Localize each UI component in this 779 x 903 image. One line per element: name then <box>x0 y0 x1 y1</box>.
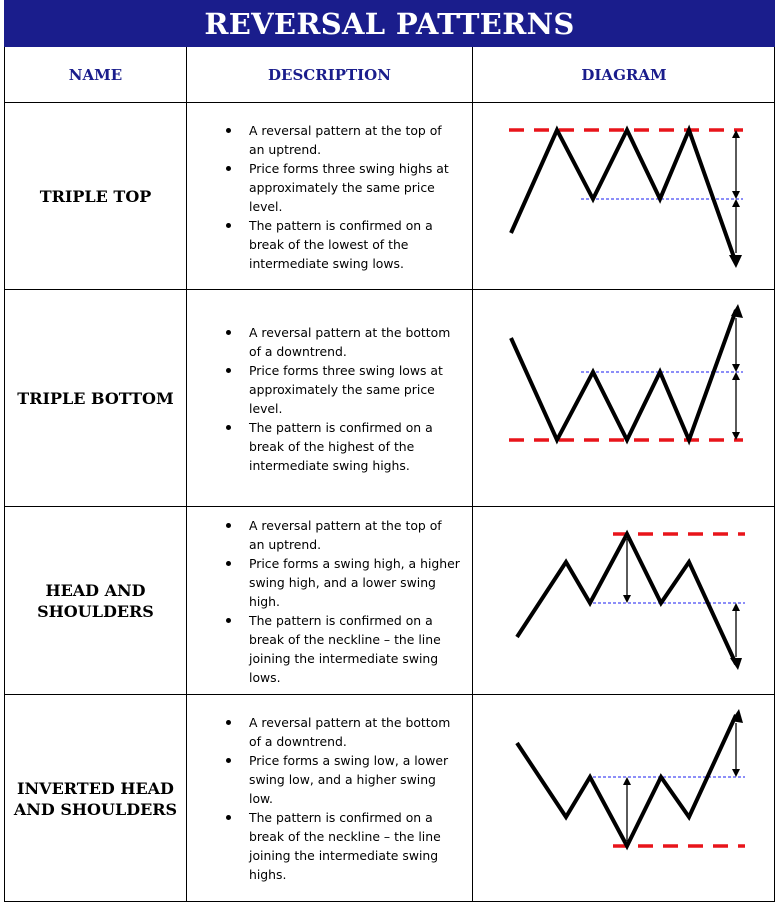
bullet-item: Price forms a swing high, a higher swing… <box>226 556 460 609</box>
price-arrowhead <box>731 709 743 723</box>
bullet-list: A reversal pattern at the bottom of a do… <box>187 323 472 475</box>
bullet-item: The pattern is confirmed on a break of t… <box>226 216 461 273</box>
pattern-name-triple-bottom: TRIPLE BOTTOM <box>5 290 186 506</box>
diagram-triple-top <box>473 103 775 289</box>
target-arrowhead <box>732 603 740 611</box>
triple-top-diagram-svg <box>509 124 743 268</box>
price-line <box>509 124 738 264</box>
pattern-name-label: INVERTED HEAD AND SHOULDERS <box>13 778 178 819</box>
measure-arrowhead <box>623 595 631 603</box>
pattern-name-label: TRIPLE TOP <box>39 186 152 206</box>
bullet-item: Price forms three swing highs at approxi… <box>226 159 461 216</box>
header-name-label: NAME <box>68 66 123 84</box>
measure-arrowhead <box>623 777 631 785</box>
price-arrowhead <box>729 255 742 268</box>
header-name: NAME <box>5 47 186 103</box>
pattern-description-triple-bottom: A reversal pattern at the bottom of a do… <box>187 323 472 475</box>
measure-arrowhead <box>732 130 740 138</box>
price-arrowhead <box>731 304 743 318</box>
pattern-name-inverted-head-and-shoulders: INVERTED HEAD AND SHOULDERS <box>5 695 186 902</box>
pattern-name-triple-top: TRIPLE TOP <box>5 103 186 289</box>
pattern-name-head-and-shoulders: HEAD AND SHOULDERS <box>5 507 186 694</box>
target-arrowhead <box>732 199 740 207</box>
row-divider <box>4 506 775 507</box>
triple-bottom-diagram-svg <box>509 304 743 446</box>
row-divider <box>4 694 775 695</box>
header-description-label: DESCRIPTION <box>268 66 391 84</box>
pattern-name-label: TRIPLE BOTTOM <box>17 388 174 408</box>
pattern-description-head-and-shoulders: A reversal pattern at the top of an uptr… <box>187 516 472 687</box>
diagram-inverted-head-and-shoulders <box>473 695 775 902</box>
bullet-item: A reversal pattern at the bottom of a do… <box>226 713 461 751</box>
bullet-list: A reversal pattern at the top of an uptr… <box>187 516 472 687</box>
price-line <box>515 529 738 665</box>
measure-arrowhead <box>732 191 740 199</box>
pattern-description-inverted-head-and-shoulders: A reversal pattern at the bottom of a do… <box>187 713 472 884</box>
bullet-item: The pattern is confirmed on a break of t… <box>226 808 461 884</box>
pattern-name-label: HEAD AND SHOULDERS <box>37 580 154 621</box>
column-divider <box>186 47 187 902</box>
row-divider <box>4 289 775 290</box>
bullet-list: A reversal pattern at the bottom of a do… <box>187 713 472 884</box>
target-arrowhead <box>732 769 740 777</box>
bullet-list: A reversal pattern at the top of an uptr… <box>187 121 472 273</box>
bullet-item: The pattern is confirmed on a break of t… <box>226 418 461 475</box>
bullet-item: A reversal pattern at the bottom of a do… <box>226 323 461 361</box>
bullet-item: A reversal pattern at the top of an uptr… <box>226 516 461 554</box>
target-arrowhead <box>732 364 740 372</box>
price-arrowhead <box>730 658 742 670</box>
bullet-item: A reversal pattern at the top of an uptr… <box>226 121 461 159</box>
header-diagram-label: DIAGRAM <box>581 66 667 84</box>
inverted-head-and-shoulders-diagram-svg <box>515 709 745 851</box>
measure-arrowhead <box>732 432 740 440</box>
page-title-text: REVERSAL PATTERNS <box>204 6 575 41</box>
bullet-item: The pattern is confirmed on a break of t… <box>226 611 461 687</box>
header-diagram: DIAGRAM <box>473 47 775 103</box>
bullet-item: Price forms three swing lows at approxim… <box>226 361 461 418</box>
page-title: REVERSAL PATTERNS <box>4 0 775 47</box>
column-divider <box>472 47 473 902</box>
pattern-description-triple-top: A reversal pattern at the top of an uptr… <box>187 121 472 273</box>
price-line <box>509 309 738 446</box>
diagram-head-and-shoulders <box>473 507 775 694</box>
diagram-triple-bottom <box>473 290 775 506</box>
price-line <box>515 714 738 851</box>
row-divider <box>4 102 775 103</box>
header-description: DESCRIPTION <box>187 47 472 103</box>
head-and-shoulders-diagram-svg <box>515 529 745 670</box>
bullet-item: Price forms a swing low, a lower swing l… <box>226 751 461 808</box>
measure-arrowhead <box>732 372 740 380</box>
